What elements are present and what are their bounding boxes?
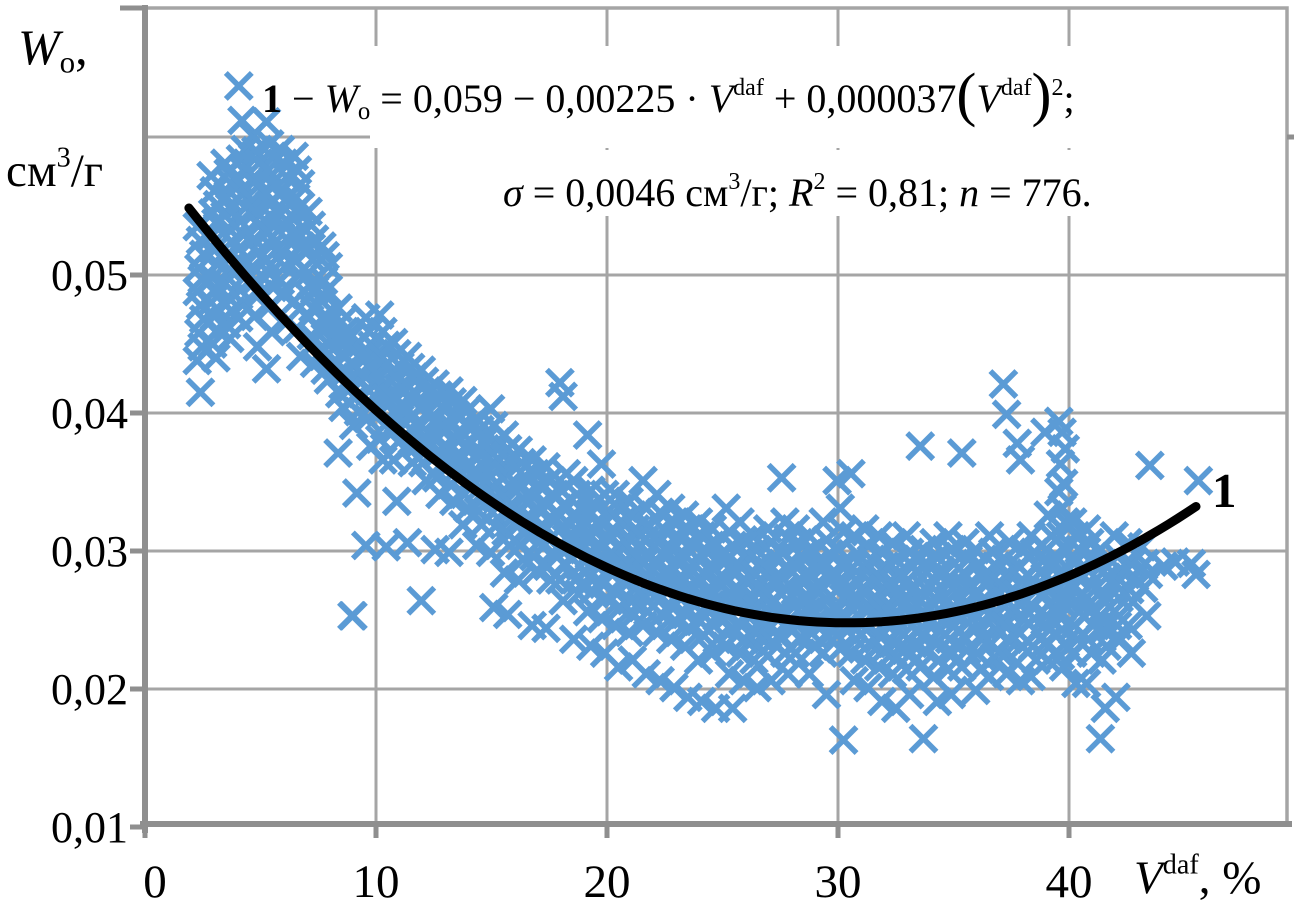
x-marker (908, 723, 939, 754)
x-marker (392, 527, 423, 558)
x-marker (256, 316, 287, 347)
x-marker (991, 399, 1022, 430)
x-marker (835, 458, 866, 489)
x-marker (341, 478, 372, 508)
x-marker (381, 486, 412, 517)
x-marker (1183, 465, 1214, 496)
x-marker (531, 613, 561, 644)
x-marker (828, 725, 859, 756)
y-tick-label: 0,04 (51, 389, 128, 438)
x-axis-title: Vdaf, % (1134, 849, 1261, 904)
x-marker (1085, 723, 1116, 754)
x-marker (988, 369, 1019, 399)
x-marker (548, 585, 579, 616)
x-marker (548, 381, 579, 412)
x-marker (1071, 668, 1102, 699)
y-tick-label: 0,01 (51, 803, 128, 852)
x-marker (894, 679, 925, 710)
x-marker (558, 624, 589, 655)
x-tick-label: 10 (353, 856, 400, 908)
x-marker (251, 353, 282, 384)
x-marker (200, 342, 231, 373)
equation-line2: σ = 0,0046 см3/г; R2 = 0,81; n = 776. (503, 169, 1092, 215)
x-marker (1113, 610, 1144, 641)
equation-background (254, 58, 370, 120)
x-marker (825, 493, 856, 524)
y-tick-label: 0,02 (51, 665, 128, 714)
x-marker (946, 438, 977, 468)
x-marker (227, 105, 257, 136)
x-marker (214, 323, 245, 354)
x-marker (323, 438, 354, 468)
x-marker (475, 537, 506, 568)
x-marker (905, 651, 936, 682)
x-marker (1131, 600, 1162, 631)
tick-marks (120, 5, 1294, 838)
curve-label: 1 (1212, 463, 1237, 518)
x-marker (773, 658, 804, 689)
x-marker (1060, 668, 1091, 699)
y-tick-label: 0,03 (51, 527, 128, 576)
x-marker (1134, 450, 1165, 481)
x-marker (572, 420, 603, 451)
y-axis-title: Wо, (18, 19, 88, 80)
equation-line1: 1 − Wо = 0,059 − 0,00225 · Vdaf + 0,0000… (262, 61, 1075, 127)
axes (140, 5, 1292, 833)
x-marker (434, 537, 464, 568)
x-marker (503, 565, 534, 595)
x-marker (1181, 559, 1211, 590)
x-marker (717, 693, 748, 724)
y-tick-label: 0,05 (51, 251, 128, 300)
x-marker (808, 638, 839, 669)
x-marker (586, 449, 617, 480)
x-marker (659, 672, 689, 703)
fit-curve (184, 203, 1201, 628)
x-marker (811, 679, 842, 710)
x-marker (951, 635, 982, 666)
x-marker (1100, 682, 1131, 713)
x-marker (307, 231, 337, 261)
x-tick-label: 40 (1046, 856, 1093, 908)
x-marker (756, 665, 786, 696)
x-marker (1048, 651, 1079, 682)
x-tick-label: 30 (815, 856, 862, 908)
x-marker (905, 431, 936, 462)
x-marker (406, 585, 437, 616)
equation-background (495, 150, 1290, 216)
x-marker (185, 377, 216, 408)
x-tick-label: 20 (584, 856, 631, 908)
x-marker (337, 600, 368, 631)
x-marker (223, 70, 254, 101)
x-marker (766, 462, 797, 493)
x-marker (936, 679, 967, 710)
x-tick-label: 0 (143, 856, 167, 908)
x-marker (492, 599, 523, 630)
x-marker (1116, 638, 1147, 669)
y-axis-title-units: см3/г (6, 142, 103, 197)
x-marker (780, 638, 811, 669)
x-marker (1005, 444, 1036, 475)
x-marker (1021, 645, 1051, 675)
equation-background (370, 46, 1290, 148)
